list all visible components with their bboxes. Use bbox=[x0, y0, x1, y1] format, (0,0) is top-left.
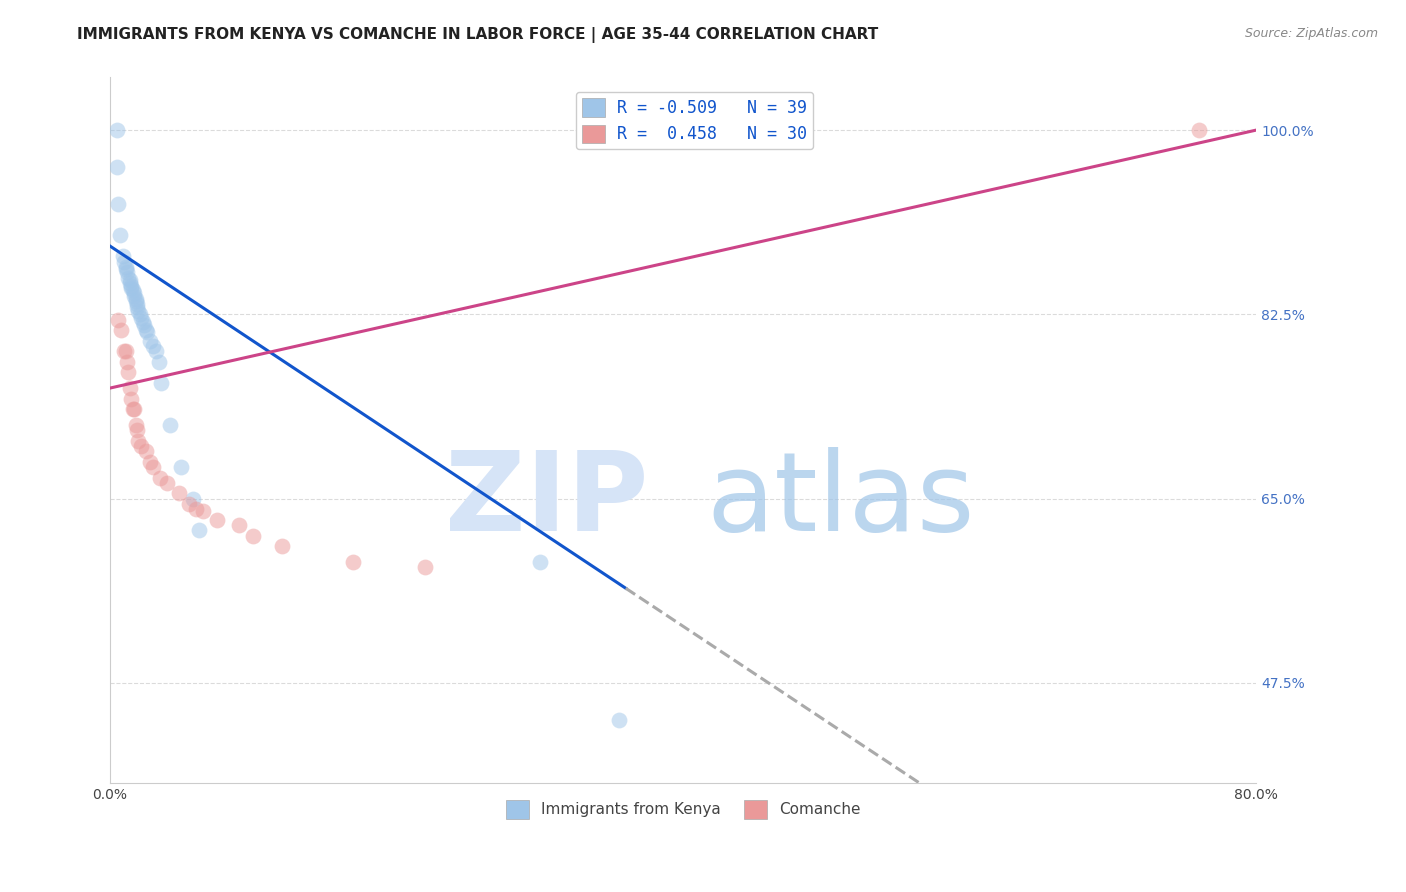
Point bbox=[105, 160, 128, 174]
Point bbox=[145, 344, 167, 359]
Point bbox=[607, 713, 630, 727]
Point bbox=[121, 402, 143, 417]
Point bbox=[105, 123, 128, 137]
Point bbox=[167, 486, 190, 500]
Point bbox=[121, 283, 143, 297]
Point bbox=[107, 312, 129, 326]
Point bbox=[125, 297, 148, 311]
Point bbox=[111, 250, 134, 264]
Point bbox=[114, 344, 136, 359]
Point bbox=[120, 392, 142, 406]
Point bbox=[139, 334, 162, 348]
Point bbox=[529, 555, 551, 569]
Point bbox=[118, 381, 141, 395]
Text: atlas: atlas bbox=[706, 447, 974, 554]
Point bbox=[228, 518, 250, 533]
Point bbox=[115, 265, 138, 279]
Point bbox=[125, 423, 148, 437]
Point bbox=[242, 528, 264, 542]
Point bbox=[159, 417, 181, 432]
Point bbox=[120, 279, 142, 293]
Point bbox=[342, 555, 364, 569]
Point bbox=[156, 475, 179, 490]
Point bbox=[135, 444, 157, 458]
Point bbox=[132, 315, 155, 329]
Point bbox=[112, 344, 135, 359]
Point bbox=[110, 323, 132, 337]
Point bbox=[124, 417, 146, 432]
Point bbox=[1188, 123, 1211, 137]
Point bbox=[149, 470, 172, 484]
Text: IMMIGRANTS FROM KENYA VS COMANCHE IN LABOR FORCE | AGE 35-44 CORRELATION CHART: IMMIGRANTS FROM KENYA VS COMANCHE IN LAB… bbox=[77, 27, 879, 43]
Point bbox=[139, 455, 162, 469]
Point bbox=[120, 281, 142, 295]
Point bbox=[112, 254, 135, 268]
Point bbox=[117, 270, 139, 285]
Text: ZIP: ZIP bbox=[446, 447, 648, 554]
Point bbox=[142, 460, 165, 475]
Point bbox=[114, 262, 136, 277]
Point bbox=[150, 376, 173, 390]
Point bbox=[207, 513, 229, 527]
Point bbox=[114, 260, 136, 274]
Point bbox=[118, 276, 141, 290]
Point bbox=[124, 293, 146, 308]
Point bbox=[170, 460, 193, 475]
Point bbox=[181, 491, 204, 506]
Point bbox=[270, 539, 292, 553]
Point bbox=[413, 560, 436, 574]
Point bbox=[124, 292, 146, 306]
Point bbox=[177, 497, 200, 511]
Text: Source: ZipAtlas.com: Source: ZipAtlas.com bbox=[1244, 27, 1378, 40]
Point bbox=[107, 196, 129, 211]
Point bbox=[127, 304, 149, 318]
Point bbox=[191, 504, 214, 518]
Point bbox=[127, 434, 149, 448]
Point bbox=[122, 286, 145, 301]
Point bbox=[122, 289, 145, 303]
Point bbox=[136, 326, 159, 340]
Point bbox=[148, 355, 170, 369]
Point bbox=[134, 318, 156, 332]
Point bbox=[135, 323, 157, 337]
Point bbox=[125, 300, 148, 314]
Point bbox=[184, 502, 207, 516]
Point bbox=[131, 310, 153, 325]
Point bbox=[129, 307, 152, 321]
Point bbox=[108, 228, 131, 243]
Point bbox=[117, 365, 139, 379]
Legend: Immigrants from Kenya, Comanche: Immigrants from Kenya, Comanche bbox=[499, 794, 866, 825]
Point bbox=[122, 402, 145, 417]
Point bbox=[118, 272, 141, 286]
Point bbox=[115, 355, 138, 369]
Point bbox=[142, 339, 165, 353]
Point bbox=[131, 439, 153, 453]
Point bbox=[187, 523, 209, 537]
